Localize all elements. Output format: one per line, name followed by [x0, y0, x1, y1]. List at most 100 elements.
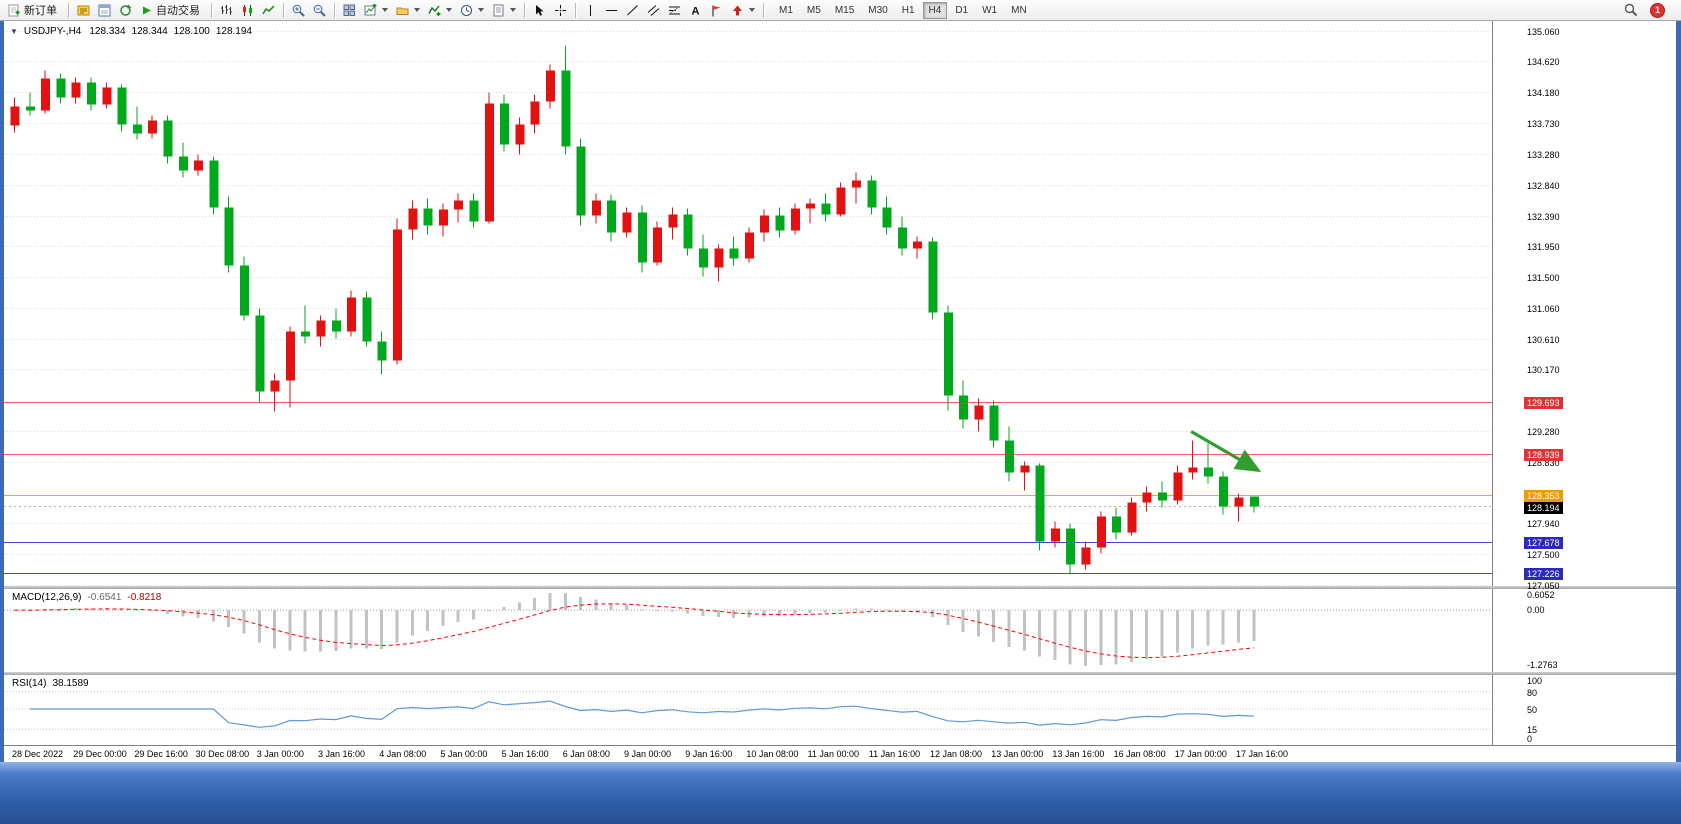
time-label: 5 Jan 16:00 [501, 749, 549, 759]
periods-button[interactable] [456, 1, 488, 20]
autotrading-button[interactable]: 自动交易 [136, 1, 207, 20]
timeframe-button-m30[interactable]: M30 [868, 4, 888, 16]
timeframe-button-mn[interactable]: MN [1011, 4, 1027, 16]
time-label: 5 Jan 00:00 [440, 749, 488, 759]
one-click-trading-arrow[interactable]: ▼ [10, 27, 18, 36]
rsi-panel[interactable]: RSI(14) 38.1589 [4, 675, 1492, 745]
time-label: 12 Jan 08:00 [930, 749, 983, 759]
price-level-tag: 128.939 [1524, 448, 1563, 461]
rsi-tick-label: 80 [1527, 687, 1538, 698]
candlestick-chart-icon [241, 4, 254, 17]
text-button[interactable]: A [685, 1, 706, 20]
zoom-in-button[interactable] [288, 1, 309, 20]
macd-label: MACD(12,26,9) -0.6541 -0.8218 [12, 592, 161, 603]
time-label: 13 Jan 00:00 [991, 749, 1044, 759]
timeframe-button-h4[interactable]: H4 [922, 1, 948, 19]
price-level-tag: 128.353 [1524, 489, 1563, 502]
profiles-button[interactable] [392, 1, 424, 20]
chevron-down-icon [414, 8, 420, 12]
timeframe-button-m15[interactable]: M15 [834, 4, 855, 16]
rsi-value: 38.1589 [52, 678, 89, 689]
macd-axis[interactable]: 0.6052 0.00 -1.2763 [1492, 589, 1676, 672]
timeframe-button-d1[interactable]: D1 [955, 4, 969, 16]
new-order-button[interactable]: 新订单 [4, 1, 64, 20]
vertical-line-icon [584, 4, 597, 17]
line-chart-button[interactable] [258, 1, 279, 20]
price-tick-label: 130.170 [1527, 364, 1560, 375]
crosshair-icon [554, 4, 567, 17]
macd-histogram [13, 593, 1256, 666]
line-chart-icon [262, 4, 275, 17]
navigator-icon [119, 4, 132, 17]
current-price-tag: 128.194 [1524, 501, 1563, 514]
fibonacci-button[interactable] [664, 1, 685, 20]
rsi-axis[interactable]: 100 80 50 15 0 [1492, 675, 1676, 745]
toolbar-separator [283, 2, 284, 18]
panel-separator[interactable] [4, 672, 1676, 675]
indicators-button[interactable] [424, 1, 456, 20]
crosshair-button[interactable] [550, 1, 571, 20]
arrow-shape-icon [731, 4, 744, 17]
templates-button[interactable] [488, 1, 520, 20]
time-label: 29 Dec 00:00 [73, 749, 127, 759]
notification-badge[interactable]: 1 [1650, 2, 1665, 18]
channel-button[interactable] [643, 1, 664, 20]
price-tick-label: 130.610 [1527, 334, 1560, 345]
toolbar-separator [524, 2, 525, 18]
chart-ohlc-readout: ▼ USDJPY-,H4 128.334 128.344 128.100 128… [10, 26, 252, 37]
data-window-button[interactable] [94, 1, 115, 20]
time-label: 11 Jan 16:00 [868, 749, 921, 759]
market-watch-button[interactable] [73, 1, 94, 20]
timeframe-button-w1[interactable]: W1 [982, 4, 998, 16]
bar-chart-icon [220, 4, 233, 17]
periods-clock-icon [460, 4, 473, 17]
fibonacci-icon [668, 4, 681, 17]
time-label: 9 Jan 00:00 [624, 749, 672, 759]
trendline-button[interactable] [622, 1, 643, 20]
new-chart-button[interactable] [360, 1, 392, 20]
bar-chart-button[interactable] [216, 1, 237, 20]
time-label: 10 Jan 08:00 [746, 749, 799, 759]
cursor-button[interactable] [529, 1, 550, 20]
rsi-chart [4, 691, 1492, 730]
notification-count: 1 [1654, 5, 1660, 15]
macd-signal-value: -0.8218 [127, 592, 162, 603]
data-window-icon [98, 4, 111, 17]
horizontal-line-button[interactable] [601, 1, 622, 20]
cursor-arrow-icon [533, 4, 546, 17]
macd-tick-label: 0.6052 [1527, 590, 1555, 600]
candlestick-chart-button[interactable] [237, 1, 258, 20]
price-tick-label: 134.180 [1527, 87, 1560, 98]
time-label: 13 Jan 16:00 [1052, 749, 1105, 759]
macd-panel[interactable]: MACD(12,26,9) -0.6541 -0.8218 [4, 589, 1492, 672]
timeframe-button-h1[interactable]: H1 [901, 4, 915, 16]
macd-tick-label: 0.00 [1527, 605, 1545, 616]
price-tick-label: 129.280 [1527, 426, 1560, 437]
tile-windows-button[interactable] [339, 1, 360, 20]
text-label-button[interactable] [706, 1, 727, 20]
timeframe-button-m1[interactable]: M1 [779, 4, 793, 16]
navigator-button[interactable] [115, 1, 136, 20]
time-label: 16 Jan 08:00 [1113, 749, 1166, 759]
price-axis[interactable]: 135.060 134.620 134.180 133.730 133.280 132.8… [1492, 21, 1676, 591]
main-toolbar: 新订单 自动交易 A M1 M [0, 0, 1681, 21]
zoom-out-button[interactable] [309, 1, 330, 20]
time-label: 17 Jan 16:00 [1236, 749, 1289, 759]
chart-window: ▼ USDJPY-,H4 128.334 128.344 128.100 128… [4, 21, 1676, 762]
panel-separator[interactable] [4, 586, 1676, 589]
arrows-button[interactable] [727, 1, 759, 20]
rsi-name: RSI(14) [12, 678, 47, 689]
search-button[interactable] [1620, 1, 1642, 20]
horizontal-line-icon [605, 4, 618, 17]
toolbar-separator [763, 2, 764, 18]
vertical-line-button[interactable] [580, 1, 601, 20]
price-level-tag: 127.226 [1524, 567, 1563, 580]
time-label: 29 Dec 16:00 [134, 749, 188, 759]
autotrading-icon [140, 4, 153, 17]
timeframe-button-m5[interactable]: M5 [806, 4, 821, 16]
time-axis[interactable]: 28 Dec 2022 29 Dec 00:00 29 Dec 16:00 30 De… [4, 745, 1676, 762]
price-chart-plot[interactable]: ▼ USDJPY-,H4 128.334 128.344 128.100 128… [4, 21, 1492, 586]
toolbar-separator [334, 2, 335, 18]
rsi-tick-label: 15 [1527, 725, 1538, 736]
